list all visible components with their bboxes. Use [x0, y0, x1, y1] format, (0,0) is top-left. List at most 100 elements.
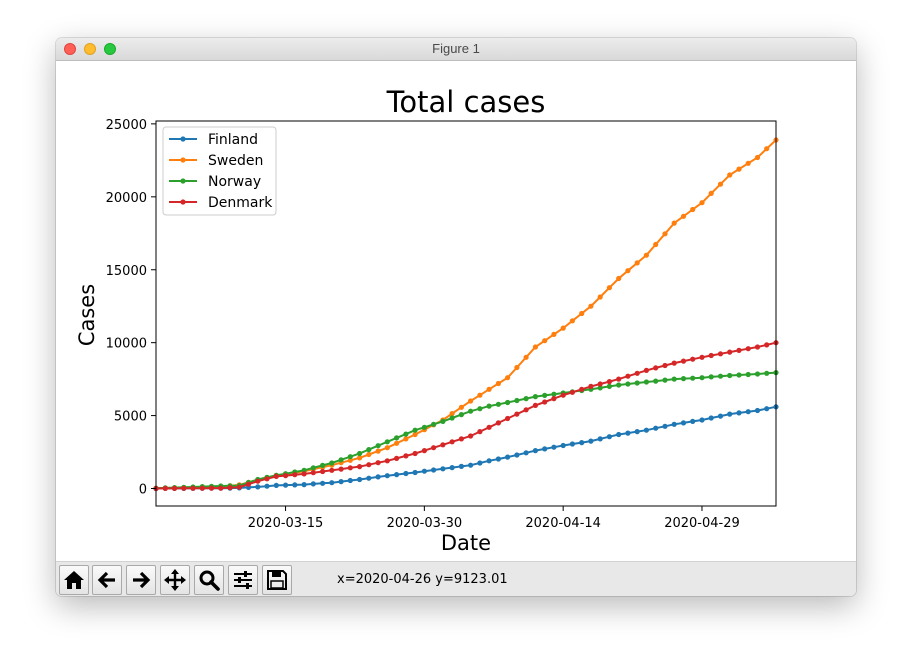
data-point: [542, 446, 548, 452]
data-point: [616, 382, 622, 388]
data-point: [449, 415, 455, 421]
data-point: [708, 190, 714, 196]
data-point: [680, 420, 687, 426]
data-point: [310, 481, 316, 487]
data-point: [699, 354, 705, 360]
data-point: [486, 386, 492, 392]
configure-subplots-button[interactable]: [228, 565, 258, 595]
back-button[interactable]: [92, 565, 122, 595]
data-point: [273, 473, 279, 479]
data-point: [579, 440, 585, 446]
home-button[interactable]: [59, 565, 89, 595]
data-point: [505, 454, 511, 460]
data-point: [764, 342, 770, 348]
home-icon: [64, 571, 84, 589]
data-point: [532, 394, 538, 400]
y-tick-label: 15000: [106, 264, 147, 279]
data-point: [357, 455, 363, 461]
data-point: [495, 456, 501, 462]
data-point: [384, 458, 390, 464]
data-point: [523, 354, 529, 360]
data-point: [458, 463, 464, 469]
legend-marker: [180, 157, 186, 163]
data-point: [606, 285, 613, 291]
data-point: [542, 338, 548, 344]
data-point: [412, 427, 418, 433]
save-button[interactable]: [262, 565, 292, 595]
arrow-left-icon: [97, 571, 115, 589]
data-point: [560, 325, 566, 331]
data-point: [588, 438, 594, 444]
minimize-window-button[interactable]: [84, 43, 96, 55]
plot-frame: [155, 120, 777, 507]
data-point: [643, 379, 650, 385]
data-point: [320, 462, 326, 468]
data-point: [717, 413, 724, 419]
data-point: [255, 484, 261, 490]
data-point: [236, 484, 242, 490]
data-point: [708, 374, 714, 380]
data-point: [662, 231, 668, 237]
forward-button[interactable]: [126, 565, 156, 595]
data-point: [357, 476, 363, 483]
window-title: Figure 1: [432, 41, 480, 56]
data-point: [403, 436, 409, 442]
data-point: [754, 371, 761, 377]
pan-button[interactable]: [160, 565, 190, 595]
data-point: [597, 381, 603, 387]
navigation-toolbar: x=2020-04-26 y=9123.01: [56, 561, 856, 596]
data-point: [699, 200, 705, 206]
data-point: [708, 415, 714, 421]
data-point: [245, 481, 252, 487]
data-point: [569, 318, 576, 324]
data-point: [357, 450, 363, 457]
data-point: [283, 482, 289, 488]
data-point: [320, 480, 326, 486]
title-bar[interactable]: Figure 1: [56, 38, 856, 61]
data-point: [560, 392, 566, 398]
data-point: [680, 376, 687, 382]
data-point: [597, 436, 603, 442]
data-point: [366, 475, 372, 481]
floppy-disk-icon: [267, 570, 287, 590]
zoom-button[interactable]: [194, 565, 224, 595]
data-point: [606, 434, 613, 440]
data-point: [458, 436, 464, 442]
data-point: [551, 444, 557, 450]
data-point: [634, 380, 640, 386]
data-point: [412, 450, 418, 457]
data-point: [394, 455, 400, 461]
data-point: [162, 485, 168, 491]
arrow-right-icon: [133, 571, 151, 589]
maximize-window-button[interactable]: [104, 43, 116, 55]
data-point: [505, 415, 511, 422]
data-point: [588, 303, 594, 309]
data-point: [505, 375, 511, 381]
data-point: [745, 346, 751, 352]
y-tick-label: 10000: [106, 337, 147, 352]
data-point: [495, 420, 501, 426]
data-point: [366, 447, 372, 453]
data-point: [412, 431, 418, 438]
figure-canvas[interactable]: Total cases Cases Date 2020-03-15 2020-03…: [56, 61, 856, 561]
data-point: [514, 411, 520, 417]
data-point: [357, 464, 363, 470]
data-point: [458, 412, 464, 418]
data-point: [199, 485, 205, 491]
data-point: [662, 377, 668, 383]
data-point: [764, 146, 770, 152]
data-point: [431, 467, 437, 473]
data-point: [745, 160, 751, 166]
data-point: [606, 383, 613, 389]
data-point: [292, 472, 298, 478]
data-point: [680, 213, 687, 219]
data-point: [542, 392, 548, 398]
data-point: [440, 418, 446, 424]
data-point: [653, 241, 659, 248]
close-window-button[interactable]: [64, 43, 76, 55]
legend-label: Sweden: [208, 153, 263, 169]
y-axis-label: Cases: [75, 284, 99, 346]
data-point: [218, 485, 224, 491]
data-point: [551, 391, 557, 397]
data-point: [477, 392, 483, 398]
